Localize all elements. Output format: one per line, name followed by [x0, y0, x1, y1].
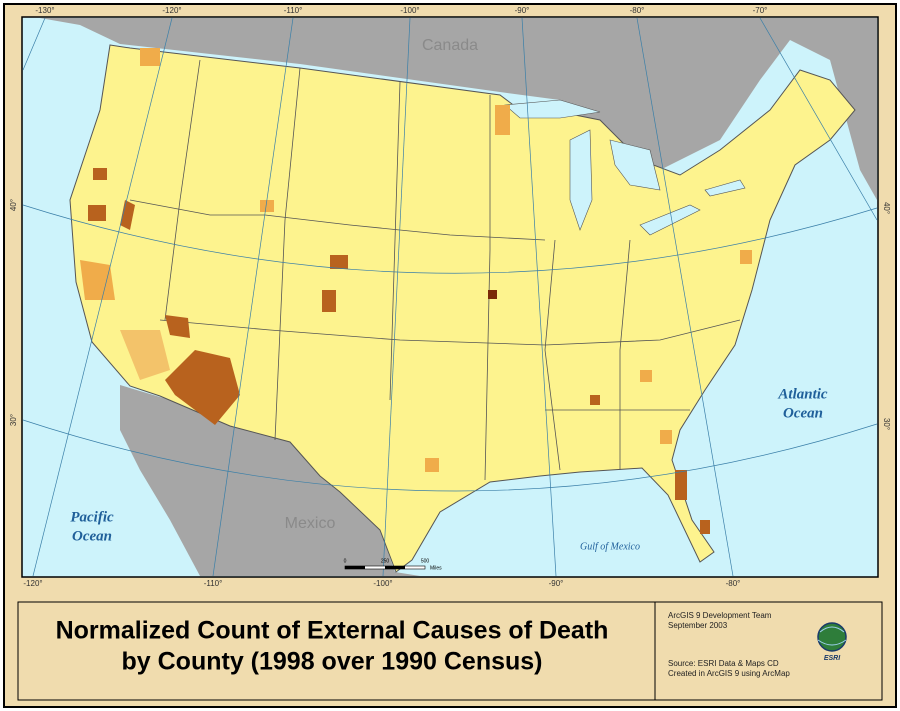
- logo-lines: [817, 626, 847, 646]
- meridian: [636, 17, 734, 577]
- county-mid: [80, 260, 115, 300]
- ocean-label: Pacific: [70, 509, 114, 525]
- boundary: [484, 95, 491, 481]
- scale-label: 500: [421, 558, 430, 564]
- graticule-label: -120°: [23, 579, 42, 588]
- county-mid: [140, 48, 160, 66]
- canada-land: [23, 18, 877, 200]
- county-high: [675, 470, 687, 500]
- graticule-label: -110°: [204, 579, 223, 588]
- county-highest: [488, 290, 497, 299]
- county-high: [330, 255, 348, 269]
- county-mid: [425, 458, 439, 472]
- scale-bar: 0 250 500 Miles: [344, 558, 443, 571]
- scale-label: 0: [344, 558, 347, 564]
- lake-superior: [504, 99, 601, 119]
- graticule-label: -130°: [35, 6, 54, 15]
- mexico-land: [120, 385, 420, 576]
- lake-michigan: [569, 129, 593, 231]
- parallel: [22, 419, 878, 492]
- county-high: [120, 200, 135, 230]
- meridian: [521, 17, 557, 577]
- lake-erie: [639, 204, 701, 236]
- boundary: [274, 67, 301, 441]
- graticule-label: -90°: [515, 6, 530, 15]
- title: by County (1998 over 1990 Census): [122, 648, 543, 676]
- county-mid: [120, 330, 170, 380]
- country-label: Mexico: [285, 515, 336, 532]
- meridian: [32, 17, 173, 577]
- parallel: [22, 204, 878, 274]
- credit: Source: ESRI Data & Maps CD: [668, 659, 779, 668]
- shaded-counties: [80, 48, 752, 534]
- ocean-label: Ocean: [783, 405, 823, 421]
- county-high: [88, 205, 106, 221]
- graticule-label: 30°: [882, 418, 891, 430]
- county-high: [93, 168, 107, 180]
- graticule-label: 30°: [9, 414, 18, 426]
- title: Normalized Count of External Causes of D…: [56, 617, 609, 645]
- esri-logo: ESRI: [817, 622, 847, 662]
- county-mid: [740, 250, 752, 264]
- graticule-label: -120°: [162, 6, 181, 15]
- footer-panel: [17, 601, 883, 701]
- county-mid: [640, 370, 652, 382]
- state-boundaries: [129, 59, 741, 481]
- credit: ArcGIS 9 Development Team: [668, 611, 772, 620]
- scale-bar-segment: [385, 566, 405, 569]
- country-label: Canada: [422, 37, 478, 54]
- ocean-label: Ocean: [72, 528, 112, 544]
- county-mid: [260, 200, 274, 212]
- graticule-label: -80°: [630, 6, 645, 15]
- graticule-label: -80°: [726, 579, 741, 588]
- map-content: [22, 17, 878, 577]
- meridian: [382, 17, 411, 577]
- gulf-label: Gulf of Mexico: [580, 541, 640, 552]
- county-mid: [495, 105, 510, 135]
- credit: Created in ArcGIS 9 using ArcMap: [668, 669, 790, 678]
- ocean-label: Atlantic: [777, 386, 828, 402]
- graticule-label: -100°: [400, 6, 419, 15]
- lake-ontario: [704, 179, 746, 197]
- meridian: [22, 17, 46, 71]
- boundary: [164, 59, 201, 321]
- meridian: [759, 17, 878, 221]
- boundary: [619, 239, 631, 470]
- graticule-label: -70°: [753, 6, 768, 15]
- county-high: [322, 290, 336, 312]
- graticule: [22, 17, 878, 577]
- graticule-label: -100°: [373, 579, 392, 588]
- county-high: [590, 395, 600, 405]
- graticule-label: -110°: [284, 6, 303, 15]
- lake-huron: [609, 139, 661, 191]
- county-high: [165, 350, 240, 425]
- usa-land: [69, 44, 856, 573]
- graticule-label: 40°: [882, 202, 891, 214]
- graticule-label: -90°: [549, 579, 564, 588]
- boundary: [544, 239, 561, 471]
- credit: September 2003: [668, 621, 728, 630]
- scale-bar-segment: [345, 566, 365, 569]
- scale-label: 250: [381, 558, 390, 564]
- county-high: [165, 315, 190, 338]
- boundary: [129, 199, 546, 241]
- scale-unit: Miles: [430, 565, 442, 571]
- meridian: [212, 17, 294, 577]
- logo-text: ESRI: [824, 655, 841, 662]
- graticule-label: 40°: [9, 199, 18, 211]
- county-high: [700, 520, 710, 534]
- county-mid: [660, 430, 672, 444]
- boundary: [159, 319, 741, 346]
- boundary: [389, 81, 401, 401]
